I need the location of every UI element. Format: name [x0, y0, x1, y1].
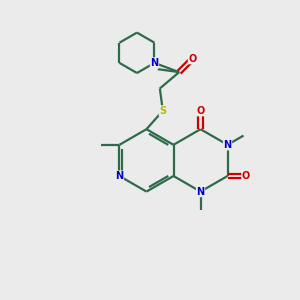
- Text: S: S: [159, 106, 167, 116]
- Text: N: N: [224, 140, 232, 150]
- Text: O: O: [188, 54, 197, 64]
- Text: N: N: [116, 171, 124, 181]
- Text: O: O: [196, 106, 205, 116]
- Text: N: N: [196, 187, 205, 196]
- Text: O: O: [242, 171, 250, 181]
- Text: N: N: [150, 58, 158, 68]
